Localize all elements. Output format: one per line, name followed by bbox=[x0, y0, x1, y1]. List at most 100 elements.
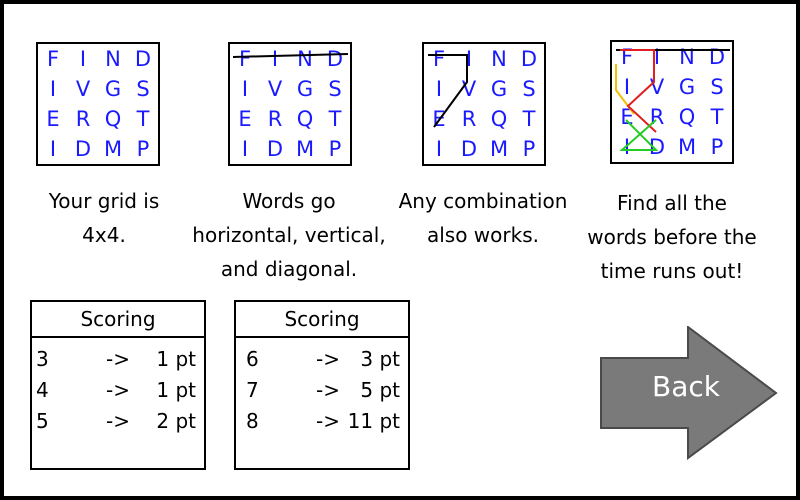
grid-cell: I bbox=[465, 46, 473, 71]
grid-cell: I bbox=[241, 136, 249, 161]
grid-cell: I bbox=[623, 134, 631, 159]
grid-cell: T bbox=[328, 106, 342, 131]
grid-cell: P bbox=[136, 136, 150, 161]
grid-cell: P bbox=[522, 136, 536, 161]
grid-cell: E bbox=[620, 104, 634, 129]
scoring-row: 7 -> 5 pt bbox=[236, 375, 408, 406]
scoring-table-short-words: Scoring 3 -> 1 pt 4 -> 1 pt 5 -> 2 pt bbox=[30, 300, 206, 470]
word-length: 7 bbox=[246, 378, 259, 402]
grid-cell: S bbox=[710, 74, 724, 99]
scoring-row: 5 -> 2 pt bbox=[32, 406, 204, 437]
caption-line: time runs out! bbox=[600, 259, 744, 283]
grid-cell: D bbox=[708, 44, 726, 69]
grid-cell: G bbox=[104, 76, 122, 101]
grid-cell: N bbox=[679, 44, 695, 69]
grid-cell: I bbox=[49, 76, 57, 101]
grid-cell: I bbox=[79, 46, 87, 71]
arrow-text: -> bbox=[106, 378, 130, 402]
grid-cell: S bbox=[522, 76, 536, 101]
grid-cell: Q bbox=[104, 106, 122, 131]
arrow-text: -> bbox=[106, 347, 130, 371]
points: 1 pt bbox=[156, 378, 196, 402]
grid-cell: Q bbox=[296, 106, 314, 131]
grid-cell: G bbox=[678, 74, 696, 99]
grid-cell: N bbox=[105, 46, 121, 71]
caption-grid-size: Your grid is 4x4. bbox=[18, 184, 190, 252]
grid-cell: V bbox=[649, 74, 665, 99]
scoring-title: Scoring bbox=[32, 302, 204, 338]
back-button-label: Back bbox=[652, 370, 720, 403]
caption-line: 4x4. bbox=[82, 223, 126, 247]
caption-line: also works. bbox=[426, 223, 539, 247]
grid-cell: P bbox=[710, 134, 724, 159]
points: 5 pt bbox=[360, 378, 400, 402]
grid-cell: S bbox=[328, 76, 342, 101]
grid-cell: D bbox=[134, 46, 152, 71]
grid-cell: S bbox=[136, 76, 150, 101]
word-length: 8 bbox=[246, 409, 259, 433]
grid-cell: Q bbox=[490, 106, 508, 131]
example-grid-paths: F I N D I V G S E R Q T I D M P bbox=[610, 40, 734, 164]
grid-cell: E bbox=[432, 106, 446, 131]
grid-cell: N bbox=[297, 46, 313, 71]
word-length: 3 bbox=[36, 347, 49, 371]
grid-cell: R bbox=[267, 106, 283, 131]
back-button[interactable]: Back bbox=[600, 326, 778, 460]
letter-grid: F I N D I V G S E R Q T I D M P bbox=[38, 44, 158, 164]
grid-cell: Q bbox=[678, 104, 696, 129]
points: 11 pt bbox=[347, 409, 400, 433]
grid-cell: D bbox=[326, 46, 344, 71]
scoring-row: 4 -> 1 pt bbox=[32, 375, 204, 406]
caption-line: Your grid is bbox=[48, 189, 160, 213]
grid-cell: T bbox=[710, 104, 724, 129]
points: 3 pt bbox=[360, 347, 400, 371]
arrow-text: -> bbox=[316, 409, 340, 433]
grid-cell: M bbox=[489, 136, 509, 161]
example-grid-horizontal: F I N D I V G S E R Q T I D M P bbox=[228, 42, 352, 166]
scoring-row: 6 -> 3 pt bbox=[236, 344, 408, 375]
grid-cell: V bbox=[461, 76, 477, 101]
caption-line: Find all the bbox=[617, 191, 727, 215]
grid-cell: G bbox=[490, 76, 508, 101]
arrow-text: -> bbox=[316, 378, 340, 402]
caption-directions: Words go horizontal, vertical, and diago… bbox=[178, 184, 400, 286]
grid-cell: M bbox=[295, 136, 315, 161]
caption-line: words before the bbox=[587, 225, 757, 249]
grid-cell: F bbox=[238, 46, 252, 71]
grid-cell: R bbox=[75, 106, 91, 131]
caption-line: horizontal, vertical, bbox=[192, 223, 386, 247]
letter-grid: F I N D I V G S E R Q T I D M P bbox=[230, 44, 350, 164]
grid-cell: I bbox=[435, 76, 443, 101]
example-grid-combination: F I N D I V G S E R Q T I D M P bbox=[422, 42, 546, 166]
scoring-row: 8 -> 11 pt bbox=[236, 406, 408, 437]
letter-grid: F I N D I V G S E R Q T I D M P bbox=[424, 44, 544, 164]
grid-cell: D bbox=[74, 136, 92, 161]
arrow-right-icon bbox=[600, 326, 778, 460]
grid-cell: D bbox=[266, 136, 284, 161]
grid-cell: G bbox=[296, 76, 314, 101]
grid-cell: R bbox=[461, 106, 477, 131]
arrow-text: -> bbox=[106, 409, 130, 433]
grid-cell: V bbox=[75, 76, 91, 101]
grid-cell: T bbox=[522, 106, 536, 131]
grid-cell: I bbox=[241, 76, 249, 101]
grid-cell: D bbox=[520, 46, 538, 71]
grid-cell: P bbox=[328, 136, 342, 161]
grid-cell: E bbox=[238, 106, 252, 131]
caption-combination: Any combination also works. bbox=[386, 184, 580, 252]
caption-line: Words go bbox=[242, 189, 336, 213]
word-length: 6 bbox=[246, 347, 259, 371]
example-grid-plain: F I N D I V G S E R Q T I D M P bbox=[36, 42, 160, 166]
caption-time-limit: Find all the words before the time runs … bbox=[586, 186, 758, 288]
grid-cell: E bbox=[46, 106, 60, 131]
grid-cell: V bbox=[267, 76, 283, 101]
grid-cell: M bbox=[677, 134, 697, 159]
letter-grid: F I N D I V G S E R Q T I D M P bbox=[612, 42, 732, 162]
grid-cell: I bbox=[49, 136, 57, 161]
grid-cell: N bbox=[491, 46, 507, 71]
scoring-table-long-words: Scoring 6 -> 3 pt 7 -> 5 pt 8 -> 11 pt bbox=[234, 300, 410, 470]
points: 2 pt bbox=[156, 409, 196, 433]
grid-cell: D bbox=[460, 136, 478, 161]
grid-cell: I bbox=[653, 44, 661, 69]
